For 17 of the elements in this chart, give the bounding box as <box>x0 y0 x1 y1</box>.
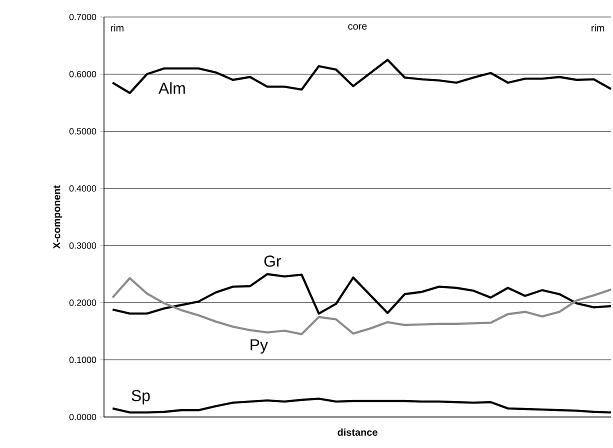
y-tick-label: 0.3000 <box>69 242 96 249</box>
annotation: rim <box>110 24 124 32</box>
y-tick-label: 0.0000 <box>69 414 96 420</box>
series-label: Gr <box>264 255 282 267</box>
y-tick-label: 0.2000 <box>69 300 96 306</box>
y-tick-label: 0.1000 <box>69 356 96 364</box>
y-tick-label: 0.5000 <box>69 128 96 134</box>
series-label: Sp <box>132 390 150 404</box>
y-tick-label: 0.4000 <box>69 185 96 192</box>
y-tick-label: 0.7000 <box>69 14 96 20</box>
y-axis-title: X-component <box>53 185 62 249</box>
series-label: Alm <box>158 82 185 94</box>
series-label: Py <box>250 339 268 354</box>
annotation: rim <box>592 24 604 32</box>
x-axis-title: distance <box>338 428 378 436</box>
annotation: core <box>348 24 367 30</box>
y-tick-label: 0.6000 <box>69 70 96 78</box>
